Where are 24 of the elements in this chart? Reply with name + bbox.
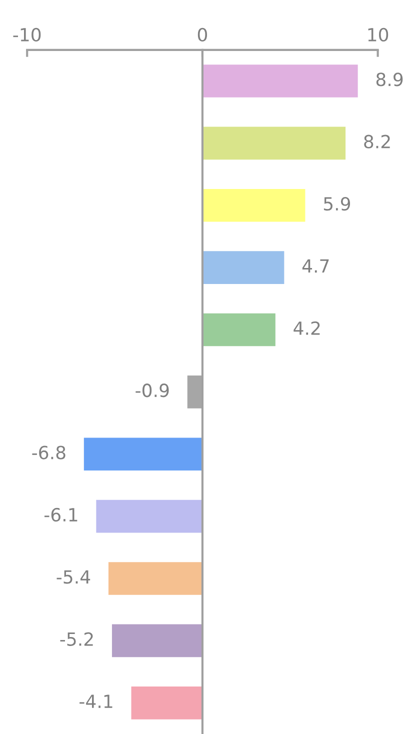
bar bbox=[202, 312, 277, 348]
x-tick-label: 10 bbox=[368, 28, 388, 42]
data-label: 5.9 bbox=[324, 196, 350, 211]
data-label: -6.1 bbox=[44, 508, 78, 522]
bar bbox=[110, 622, 204, 659]
data-label: 4.2 bbox=[294, 321, 320, 335]
x-tick-label: -10 bbox=[13, 28, 41, 42]
data-label: -5.4 bbox=[56, 570, 90, 584]
bar bbox=[94, 498, 204, 534]
data-label: -0.9 bbox=[136, 384, 169, 398]
data-label: -5.2 bbox=[60, 632, 93, 646]
bar bbox=[130, 685, 204, 721]
bar bbox=[202, 63, 360, 99]
bar bbox=[82, 436, 204, 472]
data-label: 8.9 bbox=[376, 72, 403, 86]
bar bbox=[107, 560, 204, 596]
data-label: -4.1 bbox=[80, 694, 112, 708]
bar bbox=[202, 250, 286, 286]
bar bbox=[202, 125, 347, 161]
x-tick-label: 0 bbox=[198, 28, 207, 42]
data-label: 4.7 bbox=[302, 259, 329, 273]
bar bbox=[202, 188, 307, 224]
data-label: 8.2 bbox=[364, 134, 390, 148]
data-label: -6.8 bbox=[32, 446, 66, 460]
